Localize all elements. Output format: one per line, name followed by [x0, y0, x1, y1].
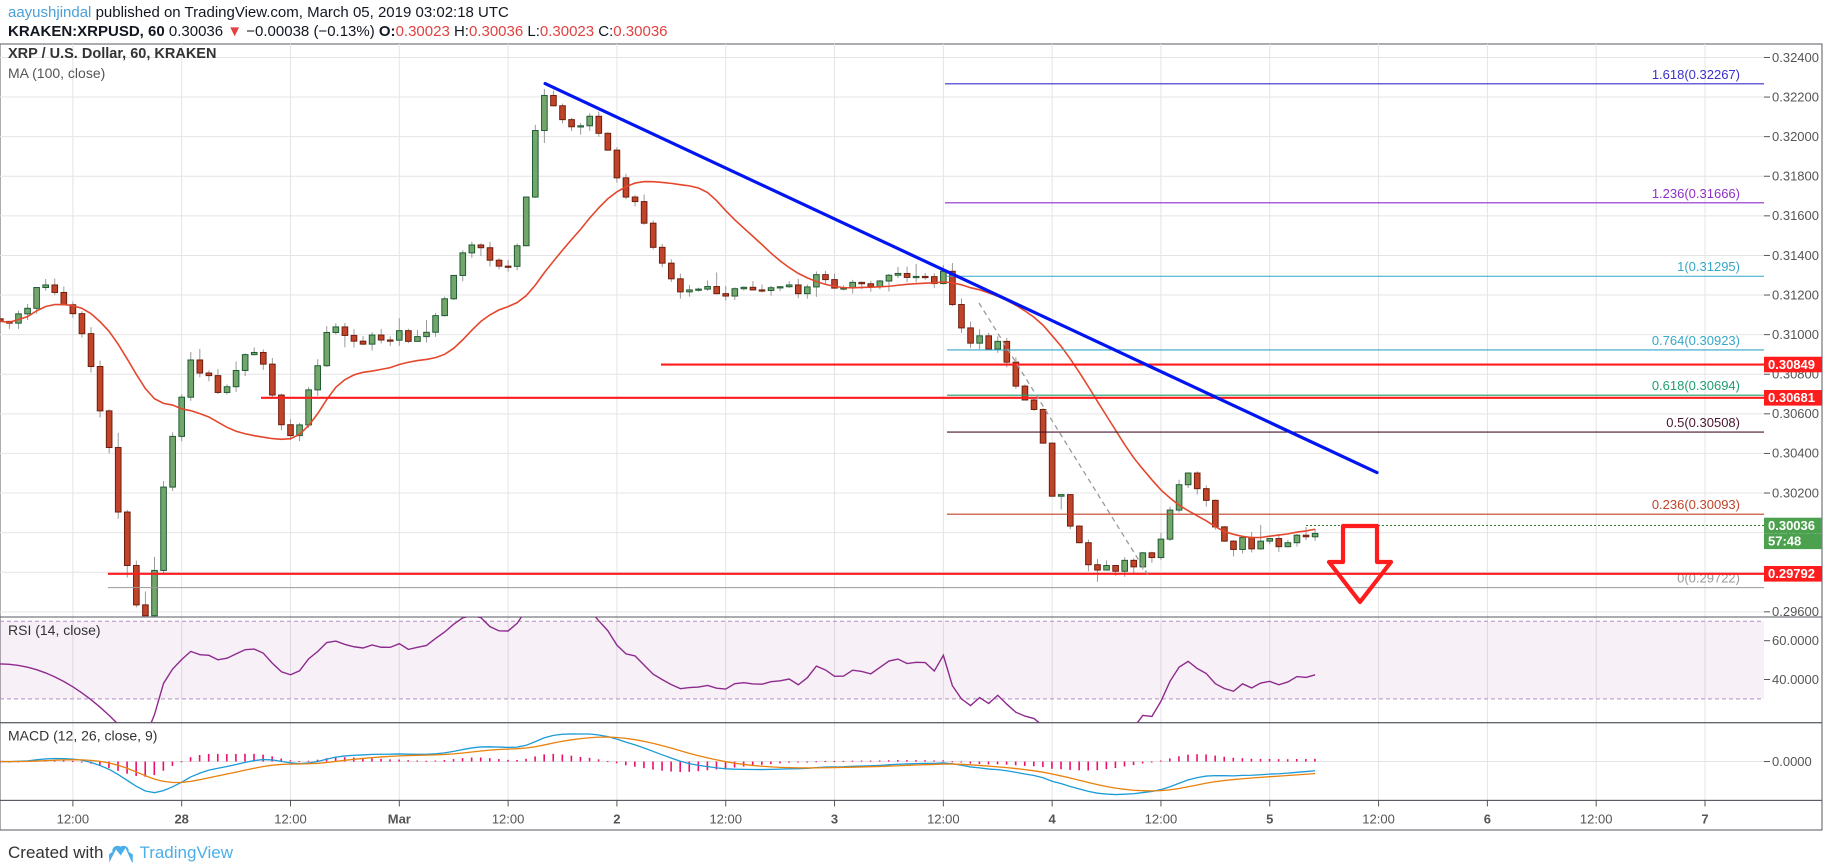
svg-text:12:00: 12:00	[274, 811, 307, 826]
svg-text:12:00: 12:00	[927, 811, 960, 826]
svg-text:5: 5	[1266, 811, 1273, 826]
svg-text:12:00: 12:00	[709, 811, 742, 826]
svg-text:0.5(0.30508): 0.5(0.30508)	[1666, 415, 1740, 430]
svg-text:MACD (12, 26, close, 9): MACD (12, 26, close, 9)	[8, 728, 157, 744]
svg-text:0.32000: 0.32000	[1772, 129, 1819, 144]
svg-text:0.32200: 0.32200	[1772, 89, 1819, 104]
svg-text:12:00: 12:00	[1362, 811, 1395, 826]
svg-text:MA (100, close): MA (100, close)	[8, 65, 105, 81]
svg-text:1(0.31295): 1(0.31295)	[1677, 259, 1740, 274]
svg-text:RSI (14, close): RSI (14, close)	[8, 622, 101, 638]
svg-text:0.31200: 0.31200	[1772, 287, 1819, 302]
svg-text:0.30400: 0.30400	[1772, 446, 1819, 461]
svg-text:0.30200: 0.30200	[1772, 485, 1819, 500]
svg-text:57:48: 57:48	[1768, 534, 1801, 549]
svg-text:XRP / U.S. Dollar, 60, KRAKEN: XRP / U.S. Dollar, 60, KRAKEN	[8, 46, 216, 62]
svg-text:6: 6	[1484, 811, 1491, 826]
svg-text:28: 28	[174, 811, 188, 826]
svg-text:0.30036: 0.30036	[1768, 518, 1815, 533]
svg-text:0.0000: 0.0000	[1772, 754, 1812, 769]
svg-text:7: 7	[1701, 811, 1708, 826]
svg-text:0.764(0.30923): 0.764(0.30923)	[1652, 333, 1740, 348]
svg-text:0.31800: 0.31800	[1772, 169, 1819, 184]
svg-text:Mar: Mar	[388, 811, 411, 826]
svg-text:0.236(0.30093): 0.236(0.30093)	[1652, 497, 1740, 512]
svg-text:0.30849: 0.30849	[1768, 357, 1815, 372]
svg-text:0.31000: 0.31000	[1772, 327, 1819, 342]
svg-text:3: 3	[831, 811, 838, 826]
svg-text:1.236(0.31666): 1.236(0.31666)	[1652, 186, 1740, 201]
svg-text:0.29792: 0.29792	[1768, 566, 1815, 581]
svg-text:0.31600: 0.31600	[1772, 208, 1819, 223]
svg-text:12:00: 12:00	[1145, 811, 1178, 826]
svg-text:12:00: 12:00	[57, 811, 90, 826]
svg-text:2: 2	[613, 811, 620, 826]
svg-text:1.618(0.32267): 1.618(0.32267)	[1652, 67, 1740, 82]
svg-text:0.30600: 0.30600	[1772, 406, 1819, 421]
svg-text:12:00: 12:00	[1580, 811, 1613, 826]
svg-text:40.0000: 40.0000	[1772, 672, 1819, 687]
svg-text:60.0000: 60.0000	[1772, 633, 1819, 648]
svg-text:0.30681: 0.30681	[1768, 390, 1815, 405]
svg-text:0.32400: 0.32400	[1772, 50, 1819, 65]
svg-text:4: 4	[1049, 811, 1057, 826]
svg-text:12:00: 12:00	[492, 811, 525, 826]
svg-text:0.618(0.30694): 0.618(0.30694)	[1652, 378, 1740, 393]
svg-text:0.31400: 0.31400	[1772, 248, 1819, 263]
